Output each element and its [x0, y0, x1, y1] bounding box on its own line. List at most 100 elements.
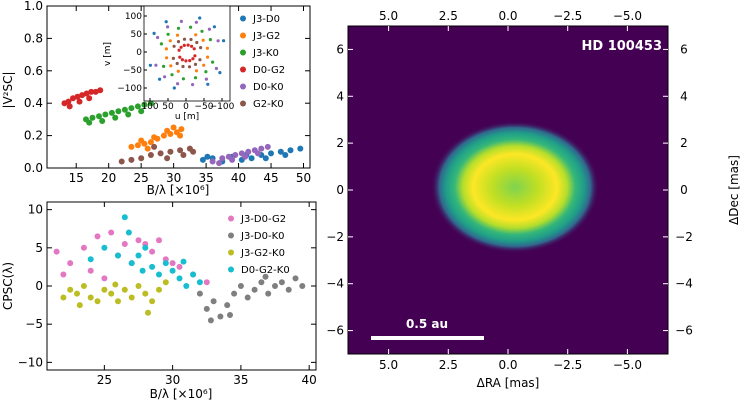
uv-point — [214, 66, 218, 71]
cp-point — [145, 309, 151, 316]
v2-point — [258, 145, 265, 152]
cp-point — [60, 271, 67, 278]
uv-point — [182, 37, 187, 41]
image-xlabel: ΔRA [mas] — [477, 376, 540, 390]
v2-point — [282, 152, 289, 158]
image-xtick-label-top: 5.0 — [379, 9, 398, 23]
v2-point — [138, 108, 145, 115]
uv-point — [186, 43, 190, 47]
cp-point — [210, 298, 217, 305]
cp-point — [128, 294, 135, 301]
cp-point — [115, 252, 121, 259]
uv-ytick-label: 100 — [125, 12, 142, 22]
uv-xtick-label: −50 — [195, 102, 214, 112]
v2-point — [268, 150, 274, 157]
cp-point — [108, 290, 115, 297]
image-ylabel: ΔDec [mas] — [727, 155, 741, 225]
v2-ytick-label: 0.6 — [24, 64, 43, 78]
uv-point — [199, 46, 203, 50]
cp-point — [278, 279, 285, 286]
cp-point — [101, 286, 108, 293]
cp-point — [169, 260, 176, 267]
v2-point — [178, 126, 185, 133]
image-ytick-label-right: 2 — [680, 136, 688, 150]
uv-ytick-label: 50 — [131, 30, 143, 40]
uv-point — [189, 25, 193, 29]
cp-point — [156, 286, 162, 293]
v2-point — [66, 103, 73, 110]
image-ytick-label: −4 — [326, 277, 344, 291]
cp-point — [139, 267, 146, 274]
uv-xlabel: u [m] — [175, 112, 199, 122]
uv-point — [194, 20, 198, 24]
v2-point — [147, 139, 154, 146]
cp-point — [149, 248, 156, 255]
cp-point — [135, 252, 142, 259]
v2-ytick-label: 0.2 — [24, 129, 43, 143]
uv-point — [182, 43, 186, 48]
uv-xtick-label: 50 — [162, 102, 174, 112]
v2-point — [74, 93, 81, 100]
uv-point — [177, 48, 181, 52]
cp-point — [162, 260, 169, 267]
cp-point — [176, 263, 183, 270]
cp-point — [67, 286, 74, 293]
cp-point — [101, 244, 108, 251]
uv-point — [176, 69, 180, 73]
image-panel: 5.0 5.0 2.5 2.5 0.0 0.0 −2.5 −2.5 −5.0 −5.0 6 6 4 4 2 2… — [326, 9, 741, 390]
v2-point — [115, 108, 122, 115]
v2-point — [65, 98, 72, 105]
uv-point — [188, 59, 192, 63]
v2-point — [277, 148, 284, 155]
cp-ytick-label: −10 — [18, 355, 43, 369]
cp-ytick-label: 5 — [35, 241, 43, 255]
v2-point — [138, 155, 145, 162]
v2-xtick-label: 15 — [69, 171, 84, 185]
cp-point — [149, 263, 156, 270]
image-xtick-label: 2.5 — [439, 358, 458, 372]
uv-point — [166, 32, 170, 36]
v2-point — [96, 113, 102, 120]
uv-point — [164, 47, 168, 51]
cp-point — [180, 258, 187, 265]
cp-panel: 25 30 35 40 −10 −5 0 5 10 B/λ [×10⁶] CPSC(λ) J3-… — [1, 201, 317, 401]
uv-point — [208, 38, 212, 42]
cp-point — [128, 260, 135, 267]
image-ytick-label-right: −2 — [675, 230, 693, 244]
uv-point — [170, 73, 174, 77]
cp-point — [162, 279, 169, 286]
cp-points — [53, 214, 306, 324]
cp-xtick-label: 40 — [302, 373, 317, 387]
uv-point — [193, 54, 197, 58]
v2-point — [160, 132, 167, 139]
cp-legend-marker — [228, 215, 234, 222]
v2-xtick-label: 30 — [166, 171, 181, 185]
v2-legend-marker — [240, 15, 246, 22]
uv-ytick-label: 0 — [136, 48, 142, 58]
cp-point — [262, 273, 269, 280]
v2-point — [242, 153, 249, 160]
v2-point — [97, 87, 104, 94]
cp-point — [285, 286, 292, 293]
v2-point — [229, 156, 236, 163]
cp-point — [203, 305, 210, 312]
v2-point — [125, 111, 132, 118]
cp-legend-label: J3-G2-K0 — [240, 248, 285, 259]
v2-point — [128, 143, 135, 150]
v2-point — [248, 155, 255, 162]
uv-point — [216, 39, 220, 43]
image-ytick-label: −2 — [326, 230, 344, 244]
cp-point — [80, 244, 87, 251]
cp-point — [169, 267, 176, 274]
uv-point — [204, 70, 208, 74]
cp-point — [74, 290, 80, 297]
uv-xtick-label: 100 — [141, 102, 158, 112]
v2-xtick-label: 50 — [296, 171, 311, 185]
cp-point — [244, 294, 251, 301]
cp-point — [237, 283, 244, 289]
v2-legend-label: D0-G2 — [253, 65, 285, 76]
uv-point — [204, 77, 208, 81]
v2-legend-label: G2-K0 — [253, 99, 284, 110]
uv-point — [207, 27, 211, 31]
